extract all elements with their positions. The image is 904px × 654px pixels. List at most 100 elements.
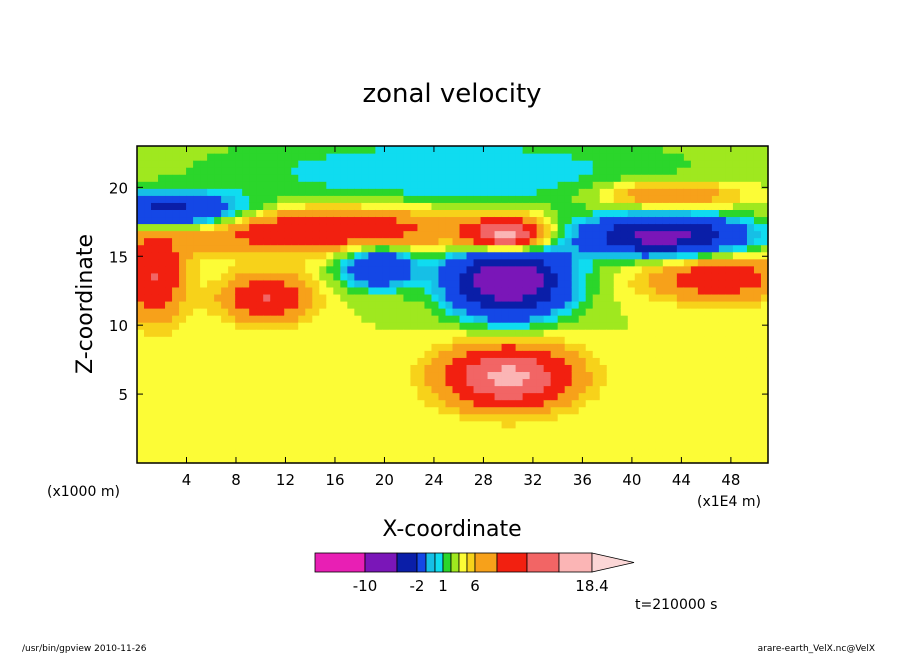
contour-cell: [459, 399, 468, 408]
contour-cell: [291, 448, 299, 457]
contour-cell: [424, 244, 433, 253]
contour-cell: [249, 202, 257, 210]
contour-cell: [480, 181, 489, 189]
contour-cell: [529, 244, 538, 253]
contour-cell: [445, 146, 454, 154]
contour-cell: [382, 160, 390, 168]
contour-cell: [683, 392, 692, 401]
contour-cell: [508, 237, 517, 246]
contour-cell: [508, 188, 517, 196]
contour-cell: [256, 258, 264, 267]
colorbar-segment: [364, 552, 398, 573]
contour-cell: [249, 244, 257, 253]
contour-cell: [417, 413, 426, 422]
contour-cell: [711, 209, 720, 218]
contour-cell: [655, 237, 664, 246]
contour-cell: [361, 258, 369, 267]
contour-cell: [389, 174, 398, 182]
contour-cell: [536, 399, 545, 408]
contour-cell: [361, 181, 369, 189]
contour-cell: [263, 300, 271, 309]
contour-cell: [620, 195, 629, 203]
contour-cell: [746, 244, 755, 253]
contour-cell: [200, 286, 208, 295]
contour-cell: [263, 336, 271, 344]
contour-cell: [186, 244, 194, 253]
contour-cell: [207, 315, 215, 323]
contour-cell: [655, 406, 664, 415]
contour-cell: [361, 160, 369, 168]
contour-cell: [473, 202, 482, 210]
contour-cell: [753, 448, 762, 457]
contour-cell: [249, 385, 257, 394]
contour-cell: [683, 160, 692, 168]
contour-cell: [242, 322, 250, 330]
contour-cell: [410, 146, 419, 154]
contour-cell: [641, 315, 650, 323]
contour-cell: [389, 392, 398, 401]
contour-cell: [522, 167, 531, 175]
contour-cell: [690, 357, 699, 365]
contour-cell: [221, 272, 229, 281]
contour-cell: [697, 230, 706, 239]
contour-cell: [473, 223, 482, 232]
contour-cell: [207, 434, 215, 443]
contour-cell: [543, 265, 552, 274]
contour-cell: [424, 265, 433, 274]
contour-cell: [655, 181, 664, 189]
contour-cell: [165, 329, 173, 337]
contour-cell: [480, 202, 489, 210]
contour-cell: [179, 357, 187, 365]
contour-cell: [571, 160, 580, 168]
contour-cell: [235, 272, 243, 281]
contour-cell: [529, 181, 538, 189]
contour-cell: [613, 216, 622, 225]
contour-cell: [599, 357, 608, 365]
contour-cell: [263, 315, 271, 323]
contour-cell: [221, 343, 229, 351]
contour-cell: [445, 420, 454, 429]
contour-cell: [158, 160, 166, 168]
contour-cell: [424, 413, 433, 422]
contour-cell: [396, 357, 405, 365]
contour-cell: [284, 399, 292, 408]
contour-cell: [144, 434, 152, 443]
contour-cell: [417, 188, 426, 196]
contour-cell: [627, 399, 636, 408]
contour-cell: [389, 279, 398, 288]
contour-cell: [221, 174, 229, 182]
plot-frame: [136, 145, 769, 464]
contour-cell: [669, 300, 678, 309]
contour-cell: [613, 286, 622, 295]
contour-cell: [333, 223, 341, 232]
contour-cell: [312, 293, 320, 302]
contour-cell: [592, 174, 601, 182]
contour-cell: [627, 357, 636, 365]
contour-cell: [221, 350, 229, 358]
contour-cell: [585, 336, 594, 344]
contour-cell: [263, 413, 271, 422]
contour-cell: [263, 378, 271, 387]
contour-cell: [704, 293, 713, 302]
contour-cell: [606, 329, 615, 337]
contour-cell: [221, 195, 229, 203]
contour-cell: [249, 223, 257, 232]
contour-cell: [270, 160, 278, 168]
contour-cell: [613, 385, 622, 394]
contour-cell: [501, 195, 510, 203]
contour-cell: [263, 195, 271, 203]
contour-cell: [536, 223, 545, 232]
contour-cell: [424, 223, 433, 232]
contour-cell: [613, 392, 622, 401]
contour-cell: [361, 399, 369, 408]
contour-cell: [277, 315, 285, 323]
contour-cell: [522, 434, 531, 443]
contour-cell: [368, 160, 376, 168]
contour-cell: [172, 343, 180, 351]
contour-cell: [333, 181, 341, 189]
contour-cell: [151, 279, 159, 288]
contour-cell: [683, 308, 692, 316]
contour-cell: [599, 392, 608, 401]
contour-cell: [452, 293, 461, 302]
contour-cell: [193, 455, 201, 464]
